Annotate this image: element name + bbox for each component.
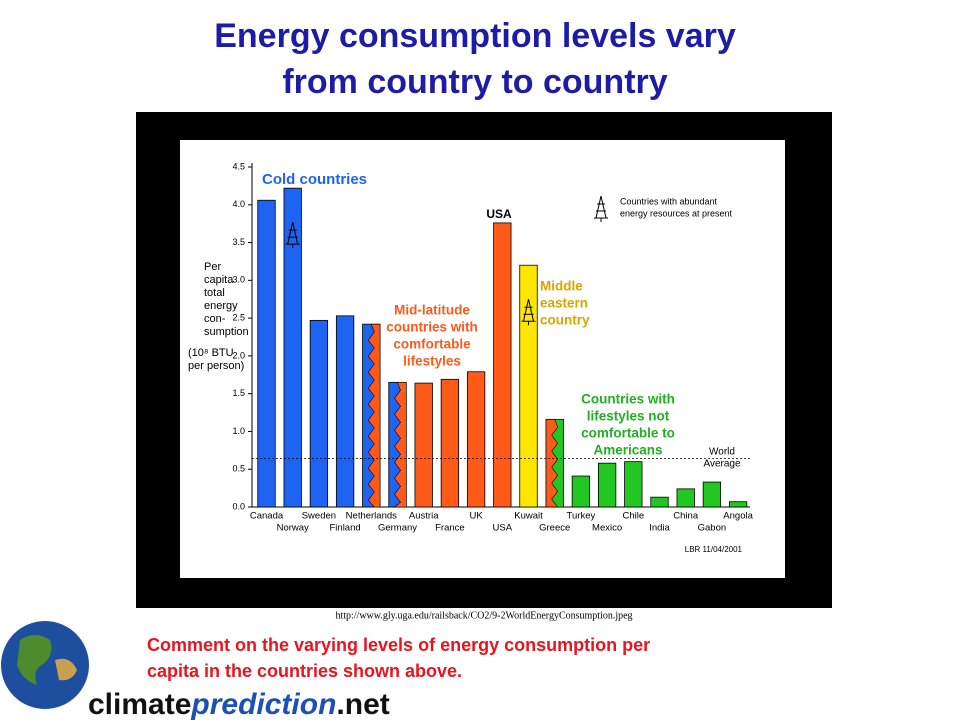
derrick	[285, 222, 300, 249]
bar	[519, 264, 538, 508]
y-axis-label: Per	[204, 261, 221, 273]
annotation: Americans	[593, 443, 662, 458]
x-tick-label: France	[435, 523, 465, 534]
logo: climateprediction.net	[1, 621, 390, 721]
x-tick-label: Netherlands	[346, 511, 397, 522]
bar	[335, 315, 355, 508]
y-axis-label: total	[204, 287, 225, 299]
y-tick-label: 3.0	[232, 275, 245, 285]
comment-line: capita in the countries shown above.	[147, 661, 462, 681]
bar	[702, 481, 722, 508]
bar	[440, 378, 460, 508]
annotation: lifestyles	[403, 354, 461, 369]
logo-part: prediction	[190, 688, 336, 720]
x-tick-label: Gabon	[698, 523, 727, 534]
annotation: Countries with	[581, 392, 675, 407]
annotation: countries with	[386, 320, 478, 335]
globe-land	[17, 635, 52, 685]
annotation: comfortable	[393, 337, 471, 352]
bar	[571, 475, 591, 508]
y-tick-label: 0.5	[232, 464, 245, 474]
x-tick-label: Turkey	[567, 511, 596, 522]
logo-part: climate	[88, 688, 191, 720]
x-tick-label: Germany	[378, 523, 417, 534]
bar-stripe	[367, 323, 381, 508]
annotation: Middle	[540, 279, 583, 294]
bar	[283, 187, 302, 508]
derrick	[594, 195, 608, 222]
bar	[650, 496, 669, 508]
resource-icon	[285, 222, 300, 249]
derrick	[521, 299, 536, 326]
source: http://www.gly.uga.edu/railsback/CO2/9-2…	[335, 610, 632, 621]
x-tick-label: Canada	[250, 511, 284, 522]
y-tick-label: 1.5	[232, 388, 245, 398]
bar	[257, 199, 276, 508]
y-tick-label: 4.5	[232, 161, 245, 171]
y-axis-label: capita	[204, 274, 234, 286]
x-tick-label: Chile	[622, 511, 644, 522]
y-tick-label: 3.5	[232, 237, 245, 247]
title-line: from country to country	[282, 63, 667, 101]
resource-icon	[594, 195, 608, 222]
world-average-label: Average	[703, 458, 741, 469]
x-tick-label: Norway	[277, 523, 309, 534]
chart: 0.0 0.5 1.0 1.5 2.0 2.5 3.0 3.5 4.0 4.5 Percapitat…	[188, 161, 754, 554]
annotation: Cold countries	[262, 171, 367, 188]
x-tick-label: Finland	[330, 523, 361, 534]
legend-text: Countries with abundant	[620, 196, 718, 206]
bar	[493, 222, 512, 508]
bar	[597, 462, 617, 508]
annotation: lifestyles not	[587, 409, 670, 424]
logo-part: .net	[336, 688, 389, 720]
annotation: Mid-latitude	[394, 303, 470, 318]
annotation: eastern	[540, 296, 588, 311]
logo-text: climateprediction.net	[88, 688, 390, 720]
y-axis-label: sumption	[204, 326, 249, 338]
y-axis-label: per person)	[188, 360, 244, 372]
bar	[466, 371, 486, 508]
x-tick-label: USA	[493, 523, 513, 534]
bar	[624, 461, 643, 508]
x-tick-label: Austria	[409, 511, 439, 522]
x-tick-label: India	[649, 523, 670, 534]
globe-land	[55, 658, 77, 681]
bar	[309, 319, 329, 508]
x-tick-label: Greece	[539, 523, 570, 534]
legend-text: energy resources at present	[620, 208, 733, 218]
y-axis-label: (10⁸ BTU	[188, 347, 234, 359]
y-tick-label: 0.0	[232, 501, 245, 511]
bar-stripe	[393, 382, 407, 508]
title-line: Energy consumption levels vary	[214, 17, 736, 55]
y-tick-label: 2.0	[232, 350, 245, 360]
x-tick-label: Mexico	[592, 523, 622, 534]
y-tick-label: 2.5	[232, 312, 245, 322]
world-average-label: World	[709, 446, 735, 457]
y-axis-label: con-	[204, 313, 226, 325]
annotation: USA	[486, 207, 512, 221]
bar-stripe	[551, 419, 564, 508]
bar	[728, 501, 748, 508]
credit: LBR 11/04/2001	[685, 545, 743, 554]
x-tick-label: UK	[469, 511, 483, 522]
annotation: comfortable to	[581, 426, 675, 441]
x-tick-label: Sweden	[302, 511, 336, 522]
x-tick-label: China	[673, 511, 699, 522]
annotation: country	[540, 313, 590, 328]
globe	[1, 621, 89, 709]
resource-icon	[521, 299, 536, 326]
y-tick-label: 4.0	[232, 199, 245, 209]
x-tick-label: Kuwait	[514, 511, 543, 522]
x-tick-label: Angola	[723, 511, 753, 522]
bar	[676, 488, 695, 508]
y-axis-label: energy	[204, 300, 238, 312]
bar	[414, 382, 433, 508]
comment-line: Comment on the varying levels of energy …	[147, 635, 650, 655]
y-tick-label: 1.0	[232, 426, 245, 436]
